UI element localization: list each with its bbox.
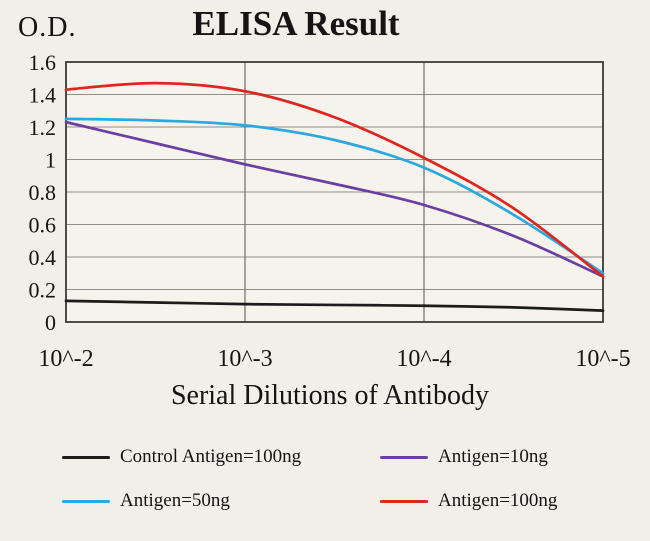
legend-item-antigen-10ng: Antigen=10ng xyxy=(380,446,622,468)
x-tick-label: 10^-4 xyxy=(396,346,451,372)
legend-item-antigen-50ng: Antigen=50ng xyxy=(62,490,380,512)
legend-line-swatch-purple xyxy=(380,455,428,459)
legend-label: Control Antigen=100ng xyxy=(120,446,302,467)
legend-item-antigen-100ng: Antigen=100ng xyxy=(380,490,622,512)
x-tick-label: 10^-5 xyxy=(575,346,630,372)
y-tick-label: 0.6 xyxy=(29,213,57,238)
y-tick-label: 0.8 xyxy=(29,180,57,205)
legend-label: Antigen=100ng xyxy=(438,490,558,511)
y-tick-label: 0.4 xyxy=(29,245,57,270)
x-tick-label: 10^-2 xyxy=(38,346,93,372)
plot-area: 0 0.2 0.4 0.6 0.8 1 1.2 1.4 1.6 10^-2 10^-3 10^-4 10… xyxy=(29,50,631,372)
y-tick-label: 0.2 xyxy=(29,278,57,303)
series-line xyxy=(64,117,605,275)
chart-title: ELISA Result xyxy=(192,4,400,43)
legend-line-swatch-black xyxy=(62,455,110,459)
y-axis-title: O.D. xyxy=(18,12,77,43)
legend-label: Antigen=50ng xyxy=(120,490,230,511)
y-tick-label: 1 xyxy=(45,148,56,173)
y-tick-label: 1.2 xyxy=(29,115,57,140)
legend-item-control-antigen: Control Antigen=100ng xyxy=(62,446,380,468)
legend-line-swatch-red xyxy=(380,499,428,503)
legend-label: Antigen=10ng xyxy=(438,446,548,467)
series-line xyxy=(64,81,605,278)
plot-border xyxy=(65,61,604,323)
series-line xyxy=(64,120,605,278)
legend: Control Antigen=100ng Antigen=10ng Antig… xyxy=(62,446,622,512)
y-tick-label: 0 xyxy=(45,310,56,335)
x-tick-label: 10^-3 xyxy=(217,346,272,372)
legend-line-swatch-cyan xyxy=(62,499,110,503)
y-tick-label: 1.4 xyxy=(29,83,57,108)
x-axis-title: Serial Dilutions of Antibody xyxy=(170,380,490,411)
series-line xyxy=(64,299,605,312)
y-tick-label: 1.6 xyxy=(29,50,57,75)
